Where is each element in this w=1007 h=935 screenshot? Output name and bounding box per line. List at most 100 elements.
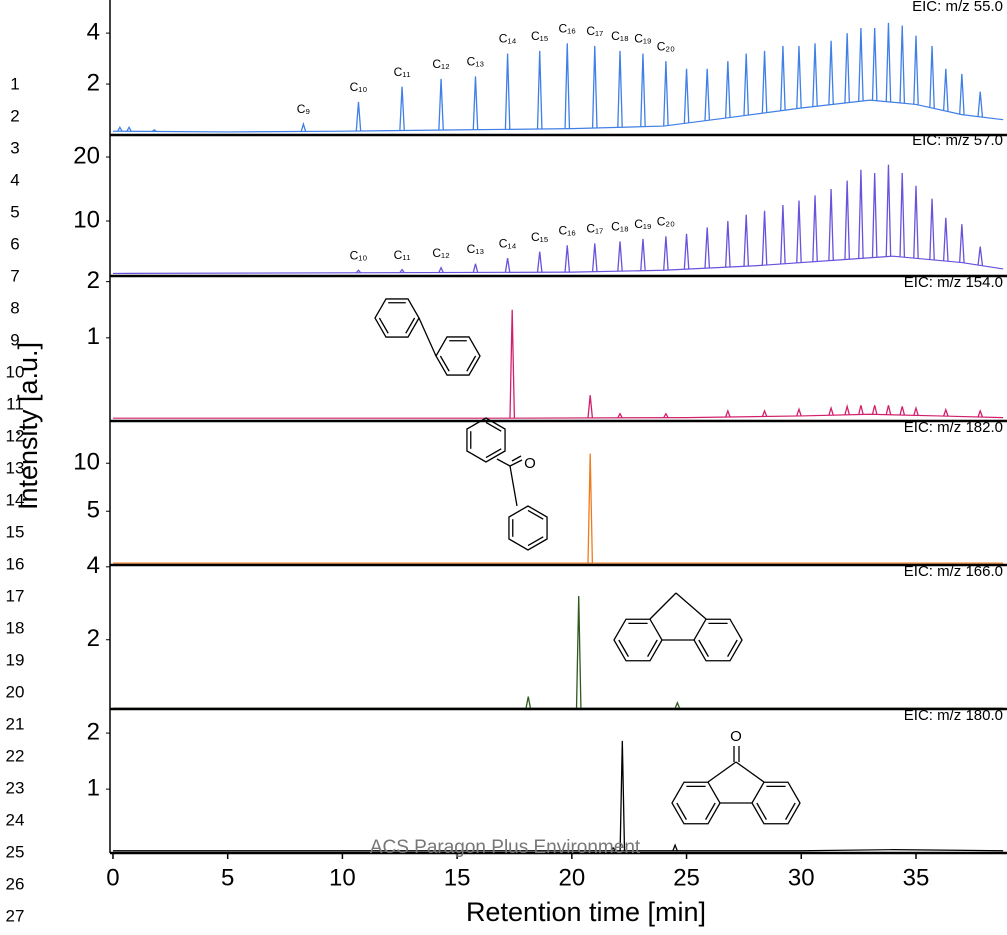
y-tick-label: 1: [87, 323, 100, 350]
line-number: 12: [6, 426, 25, 445]
ring-bond: [785, 802, 796, 820]
peak-label: C₁₃: [467, 242, 485, 256]
peak: [899, 25, 906, 104]
peak-label: C₁₅: [531, 29, 549, 43]
peak: [504, 53, 511, 130]
peak: [663, 236, 669, 271]
ring: [374, 298, 420, 338]
line-number: 17: [6, 586, 25, 605]
peak: [780, 204, 786, 264]
y-tick-label: 10: [73, 449, 100, 476]
y-tick-label: 10: [73, 206, 100, 233]
peak: [683, 233, 690, 270]
peak: [761, 409, 768, 417]
peak: [725, 61, 731, 118]
line-number: 26: [6, 874, 25, 893]
peak: [796, 45, 802, 109]
x-tick-label: 0: [106, 864, 119, 891]
ring-bond: [727, 639, 738, 657]
y-tick-label: 4: [87, 552, 100, 579]
peak: [929, 198, 935, 260]
peak: [959, 224, 965, 263]
peak: [640, 53, 646, 127]
peak-label: C₁₂: [432, 246, 450, 260]
peak: [828, 188, 834, 261]
bond: [707, 761, 737, 783]
atom-label: O: [730, 728, 742, 745]
x-tick-label: 5: [221, 864, 234, 891]
ring-bond: [676, 802, 687, 820]
eic-label: EIC: m/z 55.0: [912, 0, 1003, 15]
peak: [942, 217, 949, 262]
peak-label: C₁₆: [558, 21, 576, 35]
peak-label: C₁₄: [499, 32, 517, 46]
peak-label: C₁₁: [394, 65, 411, 79]
peak: [672, 843, 678, 851]
peak: [617, 241, 623, 272]
peak: [536, 251, 543, 273]
ring: [671, 781, 721, 825]
line-number: 2: [10, 106, 19, 125]
ring-bond: [527, 509, 544, 520]
peak-label: C₁₀: [350, 248, 368, 262]
eic-label: EIC: m/z 166.0: [904, 563, 1003, 580]
eic-label: EIC: m/z 180.0: [904, 707, 1003, 724]
line-number: 19: [6, 650, 25, 669]
line-number: 15: [6, 522, 25, 541]
peak: [300, 121, 307, 132]
peak: [977, 91, 984, 117]
peak: [151, 129, 157, 132]
peak-label: C₁₁: [394, 248, 411, 262]
line-number: 9: [10, 330, 19, 349]
bond: [418, 317, 437, 357]
watermark: ACS Paragon Plus Environment: [370, 837, 641, 858]
peak: [761, 210, 768, 266]
line-number: 3: [10, 138, 19, 157]
x-tick-label: 10: [329, 864, 356, 891]
x-tick-label: 30: [788, 864, 815, 891]
peak-label: C₁₅: [531, 230, 549, 244]
peak: [942, 407, 949, 417]
peak: [796, 200, 802, 263]
ring: [435, 336, 481, 376]
peak-label: C₁₈: [611, 29, 629, 43]
line-number: 23: [6, 778, 25, 797]
line-number: 1: [10, 74, 19, 93]
peak-label: C₁₇: [586, 24, 603, 38]
ring-bond: [647, 639, 658, 657]
peak: [509, 309, 516, 419]
line-number: 24: [6, 810, 25, 829]
line-number: 14: [6, 490, 25, 509]
peak: [725, 408, 731, 418]
peak: [796, 407, 802, 417]
peak: [399, 86, 405, 131]
line-number: 4: [10, 170, 19, 189]
peak: [942, 68, 949, 112]
line-number: 22: [6, 746, 25, 765]
x-tick-label: 20: [558, 864, 585, 891]
line-number: 11: [6, 394, 24, 413]
peak: [564, 43, 571, 129]
peak: [899, 173, 906, 258]
eic-label: EIC: m/z 182.0: [904, 419, 1003, 436]
peak: [858, 27, 864, 102]
peak: [704, 227, 711, 269]
bond: [675, 592, 707, 620]
peak: [929, 45, 935, 109]
peak: [663, 61, 669, 126]
y-tick-label: 5: [87, 497, 100, 524]
y-tick-label: 2: [87, 69, 100, 96]
peak: [663, 412, 669, 419]
line-number: 20: [6, 682, 25, 701]
peak: [587, 453, 594, 564]
ring-bond: [698, 639, 709, 657]
ring: [466, 417, 506, 463]
peak: [743, 214, 750, 267]
line-number: 7: [10, 266, 19, 285]
peak: [472, 263, 479, 273]
line-number: 27: [6, 906, 25, 925]
peak-label: C₁₆: [558, 223, 576, 237]
peak: [858, 405, 864, 415]
peak-label: C₁₉: [634, 32, 652, 46]
